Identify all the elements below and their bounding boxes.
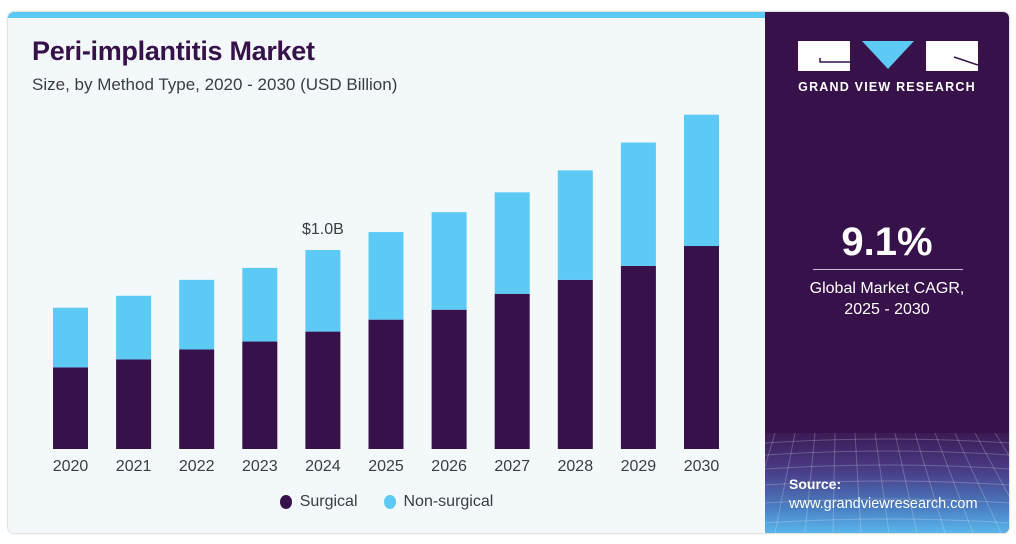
legend-label-non-surgical: Non-surgical bbox=[403, 493, 494, 510]
bar-non-surgical-2026 bbox=[431, 212, 467, 310]
bar-surgical-2020 bbox=[53, 367, 88, 449]
x-tick-label: 2026 bbox=[431, 458, 467, 475]
bar-surgical-2023 bbox=[242, 341, 278, 449]
bar-surgical-2027 bbox=[494, 293, 530, 449]
x-tick-label: 2027 bbox=[494, 458, 530, 475]
bar-non-surgical-2024 bbox=[305, 250, 341, 332]
bar-non-surgical-2021 bbox=[116, 295, 152, 360]
bar-non-surgical-2025 bbox=[368, 232, 404, 320]
bar-surgical-2026 bbox=[431, 309, 467, 449]
cagr-label-line2: 2025 - 2030 bbox=[844, 301, 930, 318]
x-tick-label: 2020 bbox=[53, 458, 89, 475]
bar-chart: 2020 2021 2022 2023 2024 $1.0B 2025 2026 2027 202… bbox=[53, 114, 720, 475]
legend-label-surgical: Surgical bbox=[299, 493, 358, 510]
bar-non-surgical-2020 bbox=[53, 307, 88, 368]
brand-name: GRAND VIEW RESEARCH bbox=[798, 80, 976, 94]
bar-non-surgical-2028 bbox=[557, 170, 593, 280]
bar-surgical-2021 bbox=[116, 359, 152, 449]
x-tick-label: 2024 bbox=[305, 458, 341, 475]
x-tick-label: 2021 bbox=[116, 458, 152, 475]
legend-swatch-surgical bbox=[279, 495, 292, 509]
wireframe-background bbox=[744, 432, 1009, 533]
cagr-label-line1: Global Market CAGR, bbox=[809, 280, 965, 297]
bar-surgical-2025 bbox=[368, 319, 404, 449]
sidebar-panel: GRAND VIEW RESEARCH 9.1% Global Market C… bbox=[744, 12, 1009, 533]
grand-view-research-logo bbox=[798, 41, 978, 71]
source-title: Source: bbox=[789, 476, 842, 492]
bar-non-surgical-2022 bbox=[179, 279, 215, 350]
infographic-card: Peri-implantitis Market Size, by Method … bbox=[8, 12, 1009, 533]
x-tick-label: 2025 bbox=[368, 458, 404, 475]
source-link[interactable]: www.grandviewresearch.com bbox=[789, 496, 978, 512]
bar-surgical-2028 bbox=[557, 279, 593, 449]
bar-non-surgical-2030 bbox=[684, 114, 719, 247]
x-tick-label: 2030 bbox=[684, 458, 720, 475]
x-tick-label: 2028 bbox=[558, 458, 594, 475]
cagr-value: 9.1% bbox=[841, 220, 933, 264]
bar-surgical-2022 bbox=[179, 349, 215, 449]
chart-title: Peri-implantitis Market bbox=[32, 36, 315, 66]
bar-surgical-2030 bbox=[684, 246, 719, 449]
legend-item-non-surgical: Non-surgical bbox=[383, 493, 494, 511]
bar-non-surgical-2029 bbox=[620, 142, 656, 266]
bar-surgical-2024 bbox=[305, 331, 341, 449]
legend: Surgical Non-surgical bbox=[8, 493, 765, 511]
x-tick-label: 2023 bbox=[242, 458, 278, 475]
x-tick-label: 2022 bbox=[179, 458, 215, 475]
bar-non-surgical-2027 bbox=[494, 192, 530, 294]
cagr-divider bbox=[813, 269, 963, 270]
x-tick-label: 2029 bbox=[621, 458, 657, 475]
cagr-label: Global Market CAGR, 2025 - 2030 bbox=[765, 278, 1009, 320]
chart-subtitle: Size, by Method Type, 2020 - 2030 (USD B… bbox=[32, 75, 398, 94]
data-label-annotation: $1.0B bbox=[302, 221, 344, 238]
accent-bar bbox=[8, 12, 765, 18]
legend-swatch-non-surgical bbox=[383, 495, 396, 509]
bar-surgical-2029 bbox=[620, 265, 656, 449]
legend-item-surgical: Surgical bbox=[279, 493, 358, 511]
bar-non-surgical-2023 bbox=[242, 267, 278, 342]
